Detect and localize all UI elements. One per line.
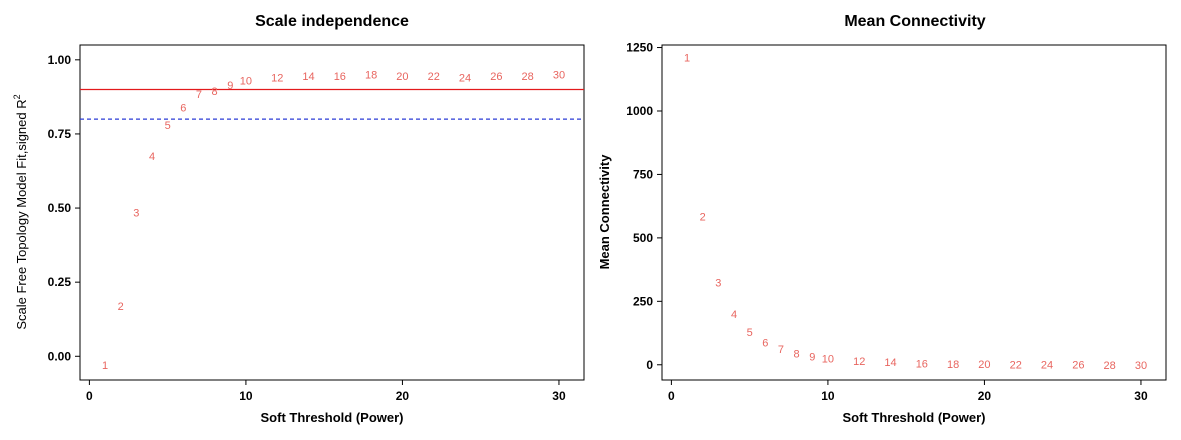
data-point: 9	[227, 80, 233, 92]
data-point: 16	[916, 358, 928, 370]
data-point: 22	[428, 71, 440, 83]
data-point: 6	[762, 337, 768, 349]
x-axis: 0 10 20 30	[668, 380, 1148, 403]
y-tick-label: 1.00	[48, 53, 72, 67]
data-point: 28	[1104, 360, 1116, 372]
x-axis-label: Soft Threshold (Power)	[843, 410, 986, 425]
y-axis-label-main: Scale Free Topology Model Fit,signed R	[14, 99, 29, 329]
data-point: 18	[365, 70, 377, 82]
data-point: 6	[180, 102, 186, 114]
data-point: 14	[884, 357, 896, 369]
x-tick-label: 30	[552, 389, 566, 403]
data-point: 10	[240, 76, 252, 88]
data-point: 5	[747, 327, 753, 339]
data-point: 26	[1072, 360, 1084, 372]
x-tick-label: 20	[978, 389, 992, 403]
data-point: 24	[459, 73, 471, 85]
data-point: 8	[794, 348, 800, 360]
y-axis-label-superscript: 2	[12, 94, 22, 99]
data-point: 14	[302, 71, 314, 83]
x-tick-label: 20	[396, 389, 410, 403]
data-point: 10	[822, 353, 834, 365]
y-axis: 0 250 500 750 1000 1250	[626, 41, 662, 372]
y-axis: 0.00 0.25 0.50 0.75 1.00	[48, 53, 80, 363]
data-point: 12	[853, 356, 865, 368]
data-point: 28	[522, 71, 534, 83]
data-point: 20	[396, 71, 408, 83]
chart-title: Mean Connectivity	[844, 13, 985, 30]
y-tick-label: 250	[633, 294, 653, 308]
y-tick-label: 1000	[626, 104, 653, 118]
data-point: 1	[102, 360, 108, 372]
threshold-lines	[80, 88, 584, 120]
y-tick-label: 1250	[626, 41, 653, 55]
y-axis-label: Mean Connectivity	[597, 154, 612, 270]
y-tick-label: 0	[646, 358, 653, 372]
y-tick-label: 750	[633, 167, 653, 181]
x-axis: 0 10 20 30	[86, 380, 566, 403]
y-tick-label: 500	[633, 231, 653, 245]
data-point: 30	[553, 70, 565, 82]
data-point: 2	[118, 301, 124, 313]
data-point: 16	[334, 71, 346, 83]
y-tick-label: 0.75	[48, 127, 72, 141]
data-point: 3	[133, 208, 139, 220]
data-point: 2	[700, 211, 706, 223]
data-point: 30	[1135, 360, 1147, 372]
chart-title: Scale independence	[255, 13, 409, 30]
data-point: 26	[490, 71, 502, 83]
data-point: 4	[149, 151, 155, 163]
data-point: 22	[1010, 359, 1022, 371]
y-axis-label: Scale Free Topology Model Fit,signed R2	[12, 94, 29, 329]
x-tick-label: 10	[239, 389, 253, 403]
mean-connectivity-panel: Mean Connectivity 0 10 20 30 0 250 500 750 1000…	[597, 13, 1167, 425]
data-point: 20	[978, 359, 990, 371]
x-tick-label: 0	[86, 389, 93, 403]
y-tick-label: 0.50	[48, 201, 72, 215]
plot-frame	[661, 44, 1167, 381]
x-tick-label: 30	[1134, 389, 1148, 403]
data-point: 3	[715, 277, 721, 289]
data-point: 7	[196, 89, 202, 101]
x-tick-label: 10	[821, 389, 835, 403]
data-point: 8	[212, 86, 218, 98]
data-point: 18	[947, 359, 959, 371]
data-point: 24	[1041, 360, 1053, 372]
x-tick-label: 0	[668, 389, 675, 403]
data-point: 7	[778, 344, 784, 356]
y-tick-label: 0.00	[48, 349, 72, 363]
y-tick-label: 0.25	[48, 275, 72, 289]
data-point: 1	[684, 53, 690, 65]
x-axis-label: Soft Threshold (Power)	[261, 410, 404, 425]
data-point: 4	[731, 309, 737, 321]
data-point: 12	[271, 73, 283, 85]
data-point: 9	[809, 351, 815, 363]
plot-frame	[79, 44, 585, 381]
scale-independence-panel: Scale independence 0 10 20 30 0.000.250.500…	[12, 13, 585, 425]
data-point: 5	[165, 120, 171, 132]
